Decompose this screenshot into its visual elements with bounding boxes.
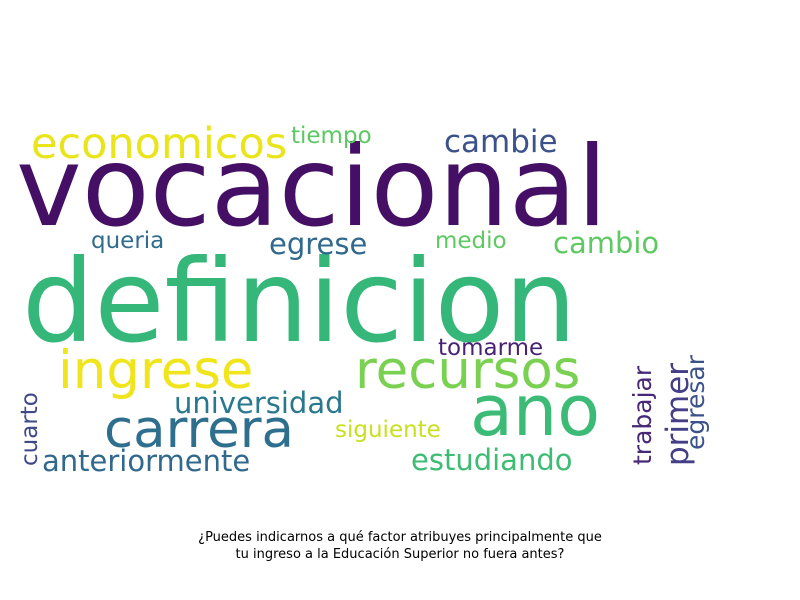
word-cuarto: cuarto — [17, 392, 43, 466]
word-trabajar: trabajar — [628, 365, 657, 465]
word-ano: ano — [470, 370, 601, 452]
word-estudiando: estudiando — [411, 443, 573, 477]
word-universidad: universidad — [174, 386, 344, 420]
word-tomarme: tomarme — [438, 335, 544, 361]
word-economicos: economicos — [31, 119, 288, 169]
word-cambio: cambio — [553, 226, 660, 260]
word-medio: medio — [435, 228, 507, 254]
chart-caption: ¿Puedes indicarnos a qué factor atribuye… — [0, 529, 800, 563]
word-tiempo: tiempo — [291, 123, 372, 149]
word-egrese: egrese — [269, 227, 368, 261]
word-recursos: recursos — [355, 340, 581, 401]
word-vocacional: vocacional — [16, 123, 608, 252]
word-anteriormente: anteriormente — [42, 444, 251, 478]
word-egresar: egresar — [681, 355, 710, 450]
word-definicion: definicion — [22, 235, 577, 368]
word-siguiente: siguiente — [335, 417, 441, 443]
caption-line-2: tu ingreso a la Educación Superior no fu… — [235, 547, 565, 562]
word-cambie: cambie — [444, 124, 558, 160]
caption-line-1: ¿Puedes indicarnos a qué factor atribuye… — [198, 530, 602, 545]
word-ingrese: ingrese — [58, 340, 254, 401]
word-carrera: carrera — [104, 399, 294, 460]
word-queria: queria — [91, 228, 165, 254]
